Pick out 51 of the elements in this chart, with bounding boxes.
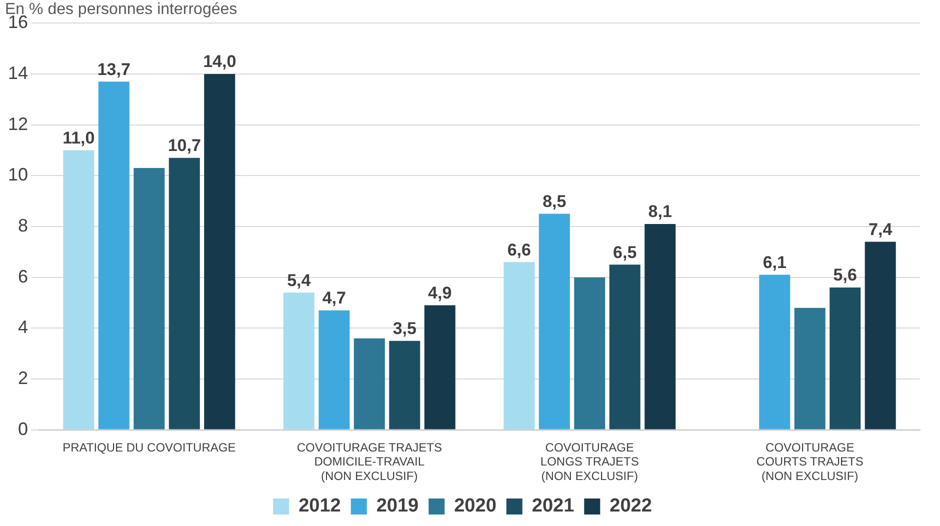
bar (134, 168, 165, 430)
x-tick-label: COVOITURAGE TRAJETS DOMICILE-TRAVAIL (NON EXCLUSIF) (296, 440, 442, 484)
legend-label: 2021 (532, 496, 575, 517)
bar (98, 82, 130, 430)
bar (168, 158, 200, 430)
y-tick-label: 6 (18, 266, 28, 286)
bar (389, 340, 420, 430)
y-tick-label: 0 (18, 418, 28, 439)
x-tick-label: PRATIQUE DU COVOITURAGE (62, 440, 236, 454)
data-label: 6,1 (762, 252, 786, 272)
bar (864, 242, 896, 430)
data-label: 10,7 (168, 136, 201, 156)
data-label: 4,9 (428, 283, 452, 302)
y-tick-label: 10 (8, 164, 28, 185)
data-label: 8,5 (542, 192, 566, 211)
data-label: 4,7 (322, 288, 346, 308)
legend-label: 2012 (298, 496, 341, 517)
bar (794, 308, 826, 430)
bar (574, 277, 606, 430)
data-label: 5,6 (833, 266, 857, 285)
bar (354, 338, 385, 430)
legend-label: 2020 (454, 496, 496, 517)
data-label: 5,4 (287, 270, 312, 290)
y-tick-label: 14 (8, 62, 28, 83)
data-label: 14,0 (203, 52, 236, 72)
bar (204, 74, 236, 430)
bar (318, 310, 350, 430)
data-label: 11,0 (62, 128, 95, 148)
data-label: 3,5 (392, 319, 416, 338)
data-label: 13,7 (97, 60, 130, 79)
y-tick-label: 12 (8, 114, 28, 134)
bar (644, 224, 676, 430)
data-label: 6,6 (507, 240, 531, 260)
data-label: 6,5 (613, 242, 637, 262)
x-tick-label: COVOITURAGE COURTS TRAJETS (NON EXCLUSIF) (756, 440, 864, 484)
legend-label: 2019 (376, 496, 419, 517)
y-tick-label: 2 (18, 368, 28, 388)
x-tick-label: COVOITURAGE LONGS TRAJETS (NON EXCLUSIF) (540, 440, 639, 484)
bar (759, 274, 790, 430)
bar (504, 262, 535, 430)
data-label: 7,4 (868, 220, 893, 239)
bar (538, 214, 570, 430)
bar (63, 150, 94, 430)
bar (424, 305, 456, 430)
legend-label: 2022 (610, 496, 652, 517)
data-label: 8,1 (648, 202, 672, 222)
bar (283, 292, 314, 430)
y-tick-label: 4 (18, 317, 28, 338)
bar (830, 287, 861, 430)
y-tick-label: 8 (18, 215, 28, 236)
bar (609, 264, 640, 430)
